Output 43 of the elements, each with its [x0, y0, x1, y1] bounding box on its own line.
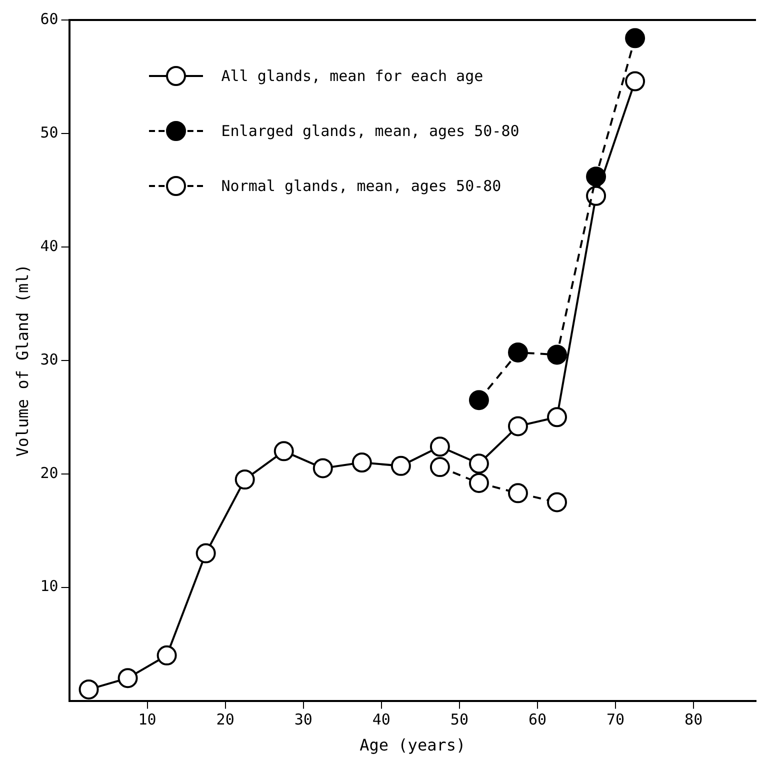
point: [312, 458, 333, 478]
point: [468, 390, 489, 410]
x-tick-label: 80: [684, 710, 703, 729]
point: [196, 543, 216, 564]
point: [625, 28, 646, 48]
point: [234, 470, 255, 490]
point: [547, 407, 567, 428]
point: [352, 452, 372, 473]
x-tick-label: 10: [138, 710, 156, 729]
point: [508, 483, 528, 504]
legend-label: Normal glands, mean, ages 50-80: [221, 176, 502, 194]
point: [274, 441, 294, 462]
point: [547, 492, 567, 512]
x-tick-label: 20: [216, 710, 234, 729]
point: [586, 166, 606, 187]
x-tick-label: 50: [450, 710, 468, 729]
x-tick-label: 70: [606, 710, 625, 729]
point: [430, 457, 450, 478]
point: [508, 342, 528, 362]
x-tick-label: 40: [372, 710, 390, 729]
y-tick-label: 30: [40, 350, 58, 368]
y-tick-label: 60: [40, 10, 58, 28]
point: [468, 472, 489, 493]
point: [430, 436, 450, 457]
point: [547, 344, 567, 365]
point: [586, 186, 606, 206]
x-tick-label: 30: [294, 710, 312, 729]
legend-label: Enlarged glands, mean, ages 50-80: [221, 122, 520, 140]
point: [390, 456, 411, 476]
point: [118, 668, 138, 688]
x-axis-title: Age (years): [360, 736, 466, 755]
y-axis-title: Volume of Gland (ml): [12, 264, 32, 457]
point: [78, 679, 99, 700]
y-tick-label: 10: [40, 577, 58, 596]
x-tick-label: 60: [528, 710, 547, 729]
y-tick-label: 40: [40, 236, 58, 255]
y-tick-label: 50: [40, 123, 58, 142]
legend-label: All glands, mean for each age: [221, 66, 484, 84]
y-tick-label: 20: [40, 464, 58, 482]
point: [625, 71, 646, 92]
point: [156, 645, 177, 666]
point: [508, 416, 528, 436]
point: [468, 454, 489, 474]
